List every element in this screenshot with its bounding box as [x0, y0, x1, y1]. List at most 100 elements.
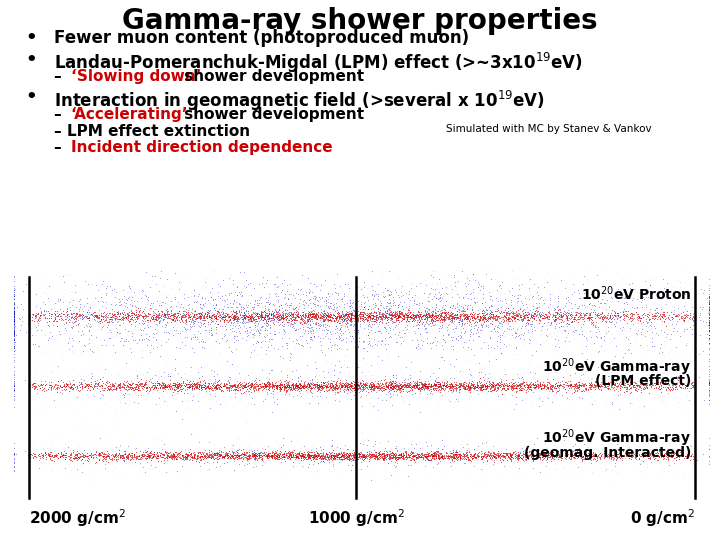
Point [248, 451, 260, 460]
Point [95, 341, 107, 349]
Point [60, 380, 72, 388]
Point [444, 312, 456, 321]
Point [485, 292, 496, 300]
Point [295, 383, 307, 392]
Point [460, 385, 472, 394]
Point [544, 281, 555, 289]
Point [689, 450, 701, 459]
Point [380, 313, 392, 321]
Point [153, 314, 165, 322]
Point [348, 312, 359, 320]
Point [435, 384, 446, 393]
Point [601, 311, 613, 320]
Point [320, 455, 332, 463]
Point [449, 361, 460, 370]
Point [130, 305, 142, 314]
Point [247, 385, 258, 394]
Point [477, 381, 489, 390]
Point [269, 449, 280, 458]
Point [243, 446, 255, 454]
Point [375, 312, 387, 321]
Point [158, 312, 170, 321]
Point [354, 438, 366, 447]
Point [40, 464, 52, 473]
Point [703, 345, 715, 354]
Point [203, 324, 215, 333]
Point [504, 450, 516, 458]
Point [256, 364, 268, 373]
Point [574, 381, 585, 389]
Point [426, 311, 437, 320]
Point [426, 310, 437, 319]
Point [361, 314, 372, 322]
Point [335, 295, 346, 303]
Point [689, 454, 701, 462]
Point [345, 313, 356, 321]
Point [171, 302, 183, 310]
Point [479, 381, 490, 390]
Point [562, 329, 574, 338]
Point [50, 451, 61, 460]
Point [374, 326, 386, 335]
Point [593, 363, 604, 372]
Point [186, 454, 198, 463]
Point [518, 368, 529, 376]
Point [140, 310, 152, 319]
Point [23, 385, 35, 394]
Point [343, 308, 354, 316]
Point [43, 282, 55, 291]
Point [639, 267, 651, 275]
Point [269, 310, 280, 319]
Point [549, 382, 561, 390]
Point [272, 292, 284, 301]
Point [323, 315, 334, 323]
Point [345, 281, 356, 290]
Point [635, 298, 647, 306]
Point [148, 381, 160, 390]
Point [528, 323, 539, 332]
Point [590, 382, 601, 390]
Point [390, 310, 401, 319]
Point [360, 382, 372, 391]
Point [351, 451, 362, 460]
Point [428, 313, 439, 322]
Point [23, 452, 35, 461]
Point [586, 311, 598, 320]
Point [564, 395, 575, 403]
Point [261, 381, 273, 389]
Point [583, 382, 595, 391]
Point [381, 313, 392, 322]
Point [490, 382, 501, 391]
Point [354, 452, 365, 461]
Point [402, 328, 413, 336]
Point [341, 379, 353, 388]
Point [238, 313, 250, 321]
Point [390, 318, 401, 326]
Point [394, 454, 405, 462]
Point [312, 301, 324, 309]
Point [549, 321, 560, 330]
Point [571, 386, 582, 394]
Point [495, 436, 507, 445]
Point [513, 453, 524, 461]
Point [354, 383, 366, 392]
Point [400, 449, 411, 458]
Point [611, 450, 623, 458]
Point [224, 307, 235, 316]
Point [366, 387, 377, 395]
Point [405, 313, 416, 322]
Point [575, 314, 586, 323]
Point [689, 455, 701, 464]
Point [462, 359, 474, 367]
Point [189, 314, 201, 323]
Point [125, 316, 136, 325]
Point [552, 310, 563, 319]
Point [184, 380, 195, 388]
Point [434, 380, 446, 389]
Point [45, 455, 56, 463]
Point [430, 379, 441, 388]
Point [498, 382, 509, 390]
Point [566, 310, 577, 319]
Point [107, 307, 118, 315]
Point [172, 379, 184, 388]
